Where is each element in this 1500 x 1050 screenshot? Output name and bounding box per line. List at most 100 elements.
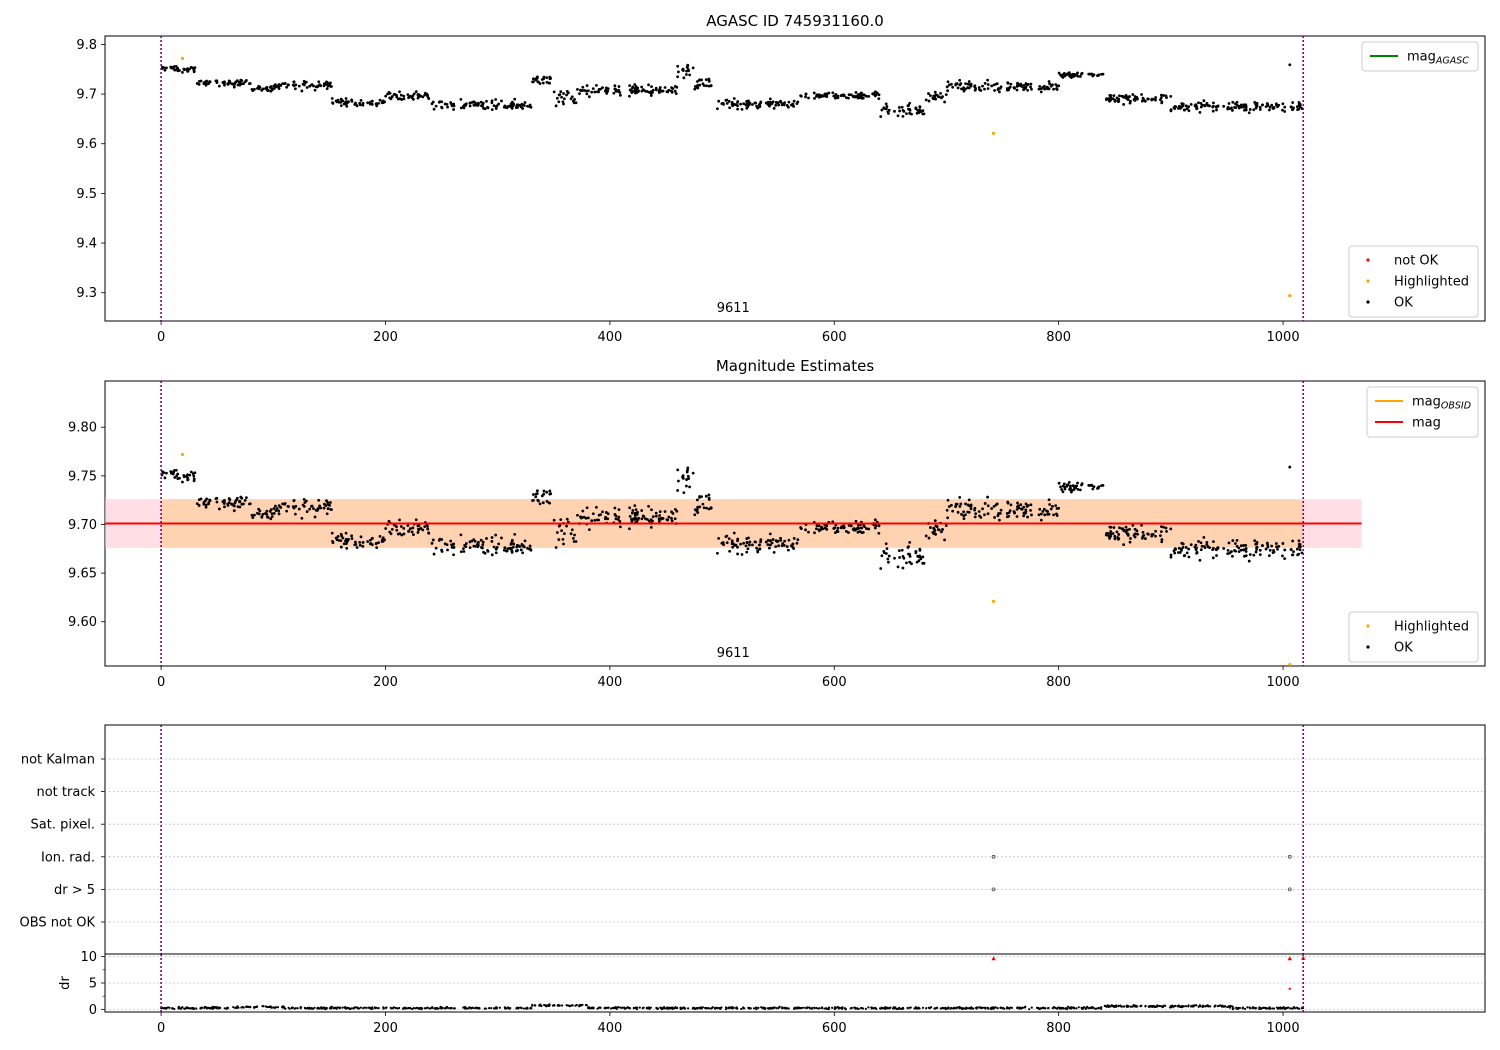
dr-point — [1221, 1004, 1224, 1007]
estimates-ytick-label: 9.60 — [68, 615, 97, 630]
agasc-ok-point — [494, 98, 498, 101]
agasc-ok-point — [1006, 81, 1010, 85]
dr-point — [1018, 1006, 1021, 1010]
estimates-ok-point — [650, 508, 653, 512]
agasc-ok-point — [617, 88, 621, 92]
agasc-ok-point — [310, 83, 314, 87]
dr-point — [1120, 1005, 1123, 1008]
agasc-ok-point — [777, 103, 780, 107]
dr-point — [718, 1006, 721, 1010]
dr-point — [310, 1007, 314, 1010]
dr-point — [1094, 1007, 1097, 1010]
agasc-ok-point — [1244, 104, 1248, 108]
estimates-ok-point — [545, 500, 549, 503]
agasc-ok-point — [685, 73, 688, 76]
estimates-ok-point — [1122, 543, 1126, 547]
agasc-ok-point — [1258, 105, 1262, 109]
dr-point — [815, 1006, 818, 1010]
agasc-ok-point — [1043, 87, 1047, 91]
estimates-ok-point — [440, 538, 444, 541]
dr-point — [715, 1006, 718, 1010]
estimates-ok-point — [534, 495, 538, 499]
estimates-ok-point — [945, 508, 949, 512]
estimates-ok-point — [526, 546, 529, 550]
agasc-ok-point — [792, 104, 796, 108]
agasc-ok-point — [707, 79, 711, 83]
estimates-xtick-label: 400 — [597, 675, 622, 690]
dr-point — [884, 1007, 887, 1010]
agasc-ok-point — [421, 95, 425, 99]
dr-point — [1047, 1006, 1050, 1010]
estimates-ok-point — [1037, 513, 1041, 517]
estimates-ok-point — [569, 532, 573, 536]
estimates-ok-point — [1069, 486, 1072, 490]
agasc-ok-point — [345, 104, 349, 108]
agasc-ytick-label: 9.8 — [76, 38, 97, 53]
dr-point — [365, 1006, 368, 1009]
agasc-ok-point — [1159, 98, 1162, 102]
agasc-ok-point — [717, 99, 721, 103]
dr-point — [854, 1007, 857, 1010]
agasc-ok-point — [1015, 88, 1019, 92]
dr-point — [166, 1006, 170, 1009]
estimates-ok-point — [983, 502, 987, 505]
agasc-ok-point — [1252, 108, 1256, 112]
estimates-ok-point — [1057, 481, 1061, 485]
dr-point — [935, 1006, 938, 1010]
dr-point — [199, 1007, 202, 1010]
estimates-ok-point — [1283, 557, 1287, 560]
dr-point — [700, 1007, 703, 1010]
estimates-ok-point — [633, 504, 637, 508]
agasc-ok-point — [967, 80, 971, 83]
dr-point — [519, 1006, 522, 1009]
estimates-ok-point — [1124, 530, 1128, 534]
estimates-ok-point — [898, 556, 901, 559]
estimates-ok-point — [768, 546, 771, 550]
estimates-ok-point — [490, 536, 494, 539]
agasc-ok-point — [647, 83, 650, 87]
estimates-ok-point — [779, 536, 782, 540]
dr-point — [781, 1007, 784, 1010]
dr-point — [1106, 1004, 1110, 1007]
estimates-ok-point — [758, 547, 761, 551]
agasc-ok-point — [698, 78, 701, 82]
estimates-ok-point — [233, 501, 237, 505]
estimates-ok-point — [929, 526, 932, 529]
agasc-ok-point — [901, 109, 905, 112]
dr-point — [620, 1006, 624, 1009]
agasc-ok-point — [614, 88, 618, 92]
dr-point — [304, 1007, 307, 1010]
dr-point — [783, 1007, 786, 1010]
estimates-ok-point — [774, 545, 778, 549]
agasc-ok-point — [368, 102, 372, 106]
agasc-ok-point — [400, 98, 404, 101]
agasc-ok-point — [993, 89, 996, 92]
dr-point — [1100, 1006, 1103, 1009]
agasc-ok-point — [1185, 107, 1189, 111]
dr-point — [632, 1006, 635, 1010]
agasc-ok-point — [380, 101, 384, 105]
agasc-ok-point — [754, 101, 758, 105]
dr-point — [353, 1006, 357, 1009]
agasc-ok-point — [366, 101, 370, 105]
agasc-ok-point — [636, 86, 639, 90]
dr-point — [933, 1007, 937, 1010]
dr-point — [1030, 1006, 1033, 1009]
agasc-ok-point — [1046, 86, 1049, 89]
agasc-ok-point — [197, 80, 201, 83]
agasc-ok-point — [1052, 87, 1055, 91]
estimates-ok-point — [339, 545, 343, 549]
estimates-ok-point — [648, 519, 651, 523]
estimates-ok-point — [536, 498, 540, 502]
dr-point — [1248, 1006, 1251, 1009]
agasc-ok-point — [787, 100, 791, 104]
agasc-ok-point — [603, 89, 607, 93]
agasc-ok-point — [534, 78, 538, 82]
estimates-ok-point — [529, 548, 533, 552]
agasc-ok-point — [287, 83, 290, 87]
agasc-ok-point — [630, 86, 634, 90]
agasc-ok-point — [432, 107, 436, 111]
agasc-ok-point — [898, 109, 901, 113]
estimates-ok-point — [958, 496, 962, 499]
estimates-ok-point — [573, 533, 576, 537]
